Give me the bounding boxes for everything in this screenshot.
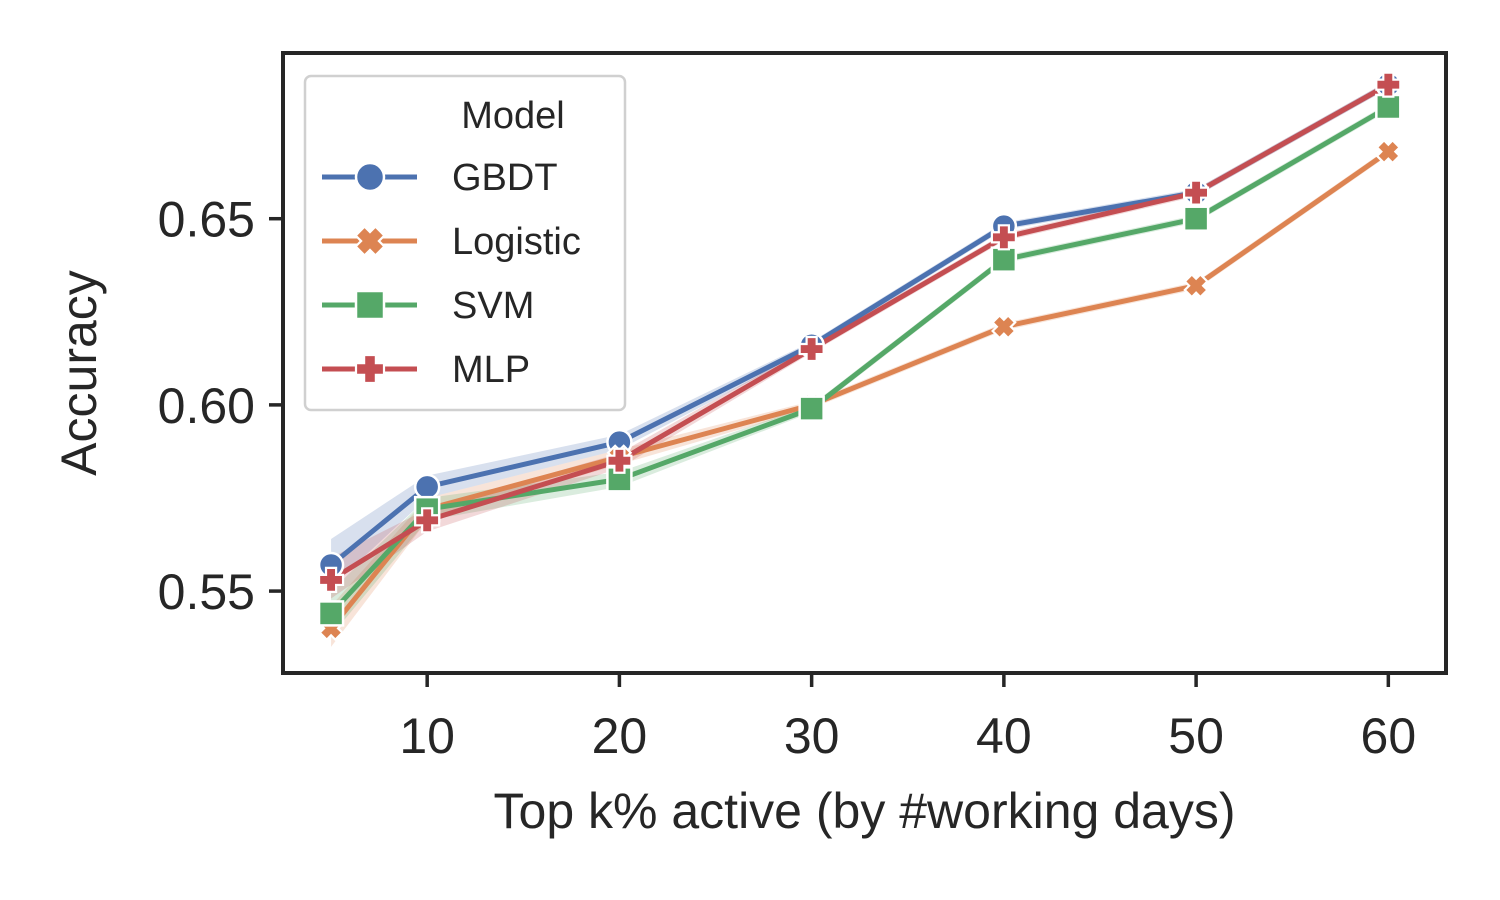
data-point-mlp — [606, 447, 633, 474]
y-axis-ticks: 0.55 0.60 0.65 — [158, 192, 283, 620]
legend-item-gbdt: GBDT — [322, 157, 558, 199]
x-tick-label: 60 — [1361, 708, 1417, 764]
data-point-mlp — [1183, 179, 1210, 206]
data-point-svm — [606, 466, 633, 493]
data-point-logistic — [991, 313, 1017, 340]
data-point-mlp — [990, 224, 1017, 251]
x-tick-label: 20 — [592, 708, 648, 764]
y-tick-label: 0.60 — [158, 378, 255, 434]
x-tick-label: 30 — [784, 708, 840, 764]
x-axis-ticks: 10 20 30 40 50 60 — [399, 673, 1416, 764]
legend-label: SVM — [452, 285, 534, 327]
legend-label: MLP — [452, 349, 530, 391]
data-point-svm — [1375, 93, 1402, 121]
plot-frame — [281, 51, 1448, 675]
legend-marker-gbdt — [354, 161, 386, 193]
legend-title: Model — [461, 95, 565, 137]
y-tick-label: 0.55 — [158, 564, 255, 620]
legend-label: Logistic — [452, 221, 581, 263]
legend-marker-svm — [354, 289, 386, 321]
legend-marker-logistic — [354, 225, 386, 257]
x-axis-label: Top k% active (by #working days) — [494, 783, 1236, 839]
legend-box — [303, 74, 627, 412]
legend-marker-mlp — [354, 353, 386, 385]
data-point-svm — [990, 246, 1018, 273]
data-point-gbdt — [413, 473, 441, 501]
x-tick-label: 50 — [1168, 708, 1224, 764]
legend-item-svm: SVM — [322, 285, 534, 327]
data-point-mlp — [317, 566, 345, 594]
data-point-logistic — [1183, 272, 1209, 299]
data-point-svm — [317, 600, 345, 627]
legend-item-mlp: MLP — [322, 349, 530, 391]
data-point-mlp — [1375, 71, 1402, 98]
data-point-logistic — [1375, 138, 1402, 165]
y-tick-label: 0.65 — [158, 192, 255, 248]
data-point-svm — [1182, 205, 1210, 232]
x-tick-label: 10 — [399, 708, 455, 764]
series-markers — [317, 71, 1402, 642]
data-point-svm — [798, 395, 825, 422]
data-point-mlp — [414, 507, 441, 534]
y-axis-label: Accuracy — [51, 270, 107, 476]
legend-label: GBDT — [452, 157, 558, 199]
x-tick-label: 40 — [976, 708, 1032, 764]
data-point-mlp — [798, 335, 825, 363]
legend: Model GBDT Logistic SVM MLP — [303, 74, 627, 412]
legend-item-logistic: Logistic — [322, 221, 581, 263]
